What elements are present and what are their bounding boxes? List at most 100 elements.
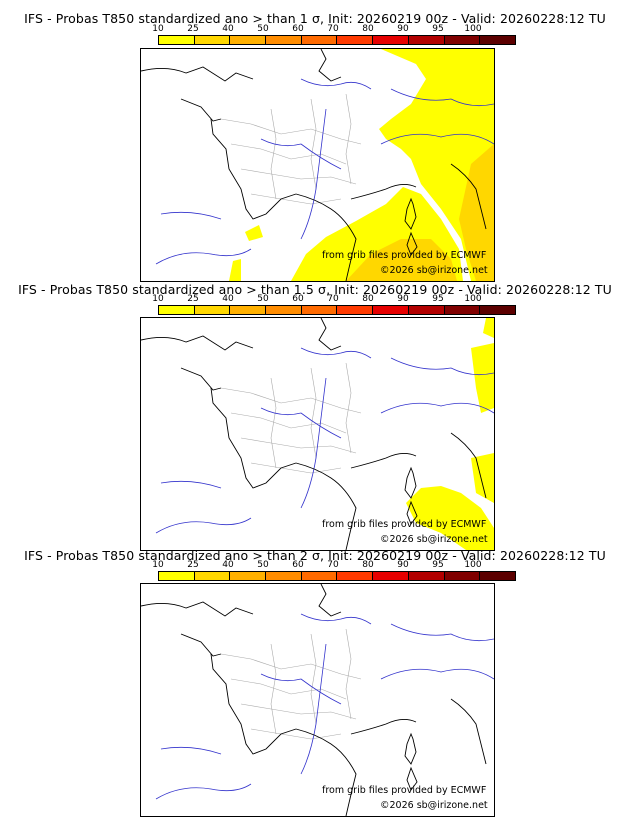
colorbar-bin — [230, 36, 267, 44]
colorbar-bin — [266, 36, 302, 44]
colorbar-bin — [408, 572, 445, 580]
admin-borders — [220, 362, 362, 474]
colorbar-bin — [301, 306, 338, 314]
colorbar-label: 50 — [257, 24, 269, 34]
prob-area-balearic — [245, 225, 263, 241]
colorbar-bin — [337, 306, 374, 314]
probability-fill — [229, 49, 494, 281]
map-panel-1: IFS - Probas T850 standardized ano > tha… — [0, 0, 630, 282]
colorbar-label: 25 — [187, 560, 199, 570]
panel-title: IFS - Probas T850 standardized ano > tha… — [24, 11, 606, 26]
colorbar-bin — [480, 572, 515, 580]
colorbar-label: 50 — [257, 560, 269, 570]
colorbar-labels: 10 25 40 50 60 70 80 90 95 100 — [143, 294, 509, 304]
colorbar-bin — [194, 36, 231, 44]
colorbar-bin — [194, 572, 231, 580]
coastlines — [141, 318, 487, 550]
probability-map — [141, 318, 494, 550]
colorbar-bin — [373, 572, 409, 580]
admin-borders — [220, 93, 362, 205]
colorbar-bin — [480, 306, 515, 314]
colorbar-label: 25 — [187, 294, 199, 304]
map-panel-3: IFS - Probas T850 standardized ano > tha… — [0, 548, 630, 828]
colorbar-bin — [159, 572, 195, 580]
coastlines — [141, 49, 487, 281]
map-frame: from grib files provided by ECMWF ©2026 … — [140, 48, 495, 282]
map-frame: from grib files provided by ECMWF ©2026 … — [140, 317, 495, 551]
probability-fill — [406, 318, 494, 550]
prob-area-spain-small — [229, 259, 241, 281]
colorbar-bin — [230, 306, 267, 314]
colorbar-label: 90 — [397, 560, 409, 570]
colorbar-label: 70 — [327, 560, 339, 570]
colorbar-label: 60 — [292, 294, 304, 304]
colorbar-label: 40 — [222, 294, 234, 304]
rivers — [155, 347, 494, 534]
rivers — [155, 613, 494, 800]
colorbar-bin — [408, 306, 445, 314]
colorbar-bin — [159, 36, 195, 44]
panel-title: IFS - Probas T850 standardized ano > tha… — [18, 282, 612, 297]
grib-credit: from grib files provided by ECMWF — [322, 519, 487, 530]
probability-map — [141, 49, 494, 281]
colorbar-bin — [266, 306, 302, 314]
prob-area-east-small — [483, 318, 494, 338]
grib-credit: from grib files provided by ECMWF — [322, 250, 487, 261]
colorbar-label: 100 — [464, 560, 482, 570]
colorbar-label: 90 — [397, 24, 409, 34]
colorbar-bin — [301, 36, 338, 44]
colorbar-bin — [373, 36, 409, 44]
colorbar-labels: 10 25 40 50 60 70 80 90 95 100 — [143, 24, 509, 34]
admin-borders — [220, 628, 362, 740]
prob-area-med-inner — [346, 239, 457, 281]
colorbar-label: 40 — [222, 560, 234, 570]
grib-credit: from grib files provided by ECMWF — [322, 785, 487, 796]
colorbar-bin — [444, 572, 481, 580]
colorbar-bin — [194, 306, 231, 314]
copyright-credit: ©2026 sb@irizone.net — [380, 265, 488, 276]
colorbar-label: 70 — [327, 294, 339, 304]
colorbar-bin — [337, 36, 374, 44]
colorbar-bin — [444, 36, 481, 44]
colorbar — [158, 305, 516, 315]
colorbar-label: 80 — [362, 294, 374, 304]
colorbar-bin — [159, 306, 195, 314]
colorbar-label: 10 — [152, 294, 164, 304]
colorbar-labels: 10 25 40 50 60 70 80 90 95 100 — [143, 560, 509, 570]
colorbar-label: 10 — [152, 24, 164, 34]
colorbar-label: 95 — [432, 24, 444, 34]
colorbar-bin — [301, 572, 338, 580]
rivers — [155, 78, 494, 265]
copyright-credit: ©2026 sb@irizone.net — [380, 534, 488, 545]
colorbar-label: 80 — [362, 560, 374, 570]
colorbar-label: 95 — [432, 294, 444, 304]
coastlines — [141, 584, 487, 816]
colorbar-label: 100 — [464, 24, 482, 34]
copyright-credit: ©2026 sb@irizone.net — [380, 800, 488, 811]
map-panel-2: IFS - Probas T850 standardized ano > tha… — [0, 276, 630, 552]
colorbar-label: 95 — [432, 560, 444, 570]
colorbar-label: 100 — [464, 294, 482, 304]
panel-title: IFS - Probas T850 standardized ano > tha… — [24, 548, 606, 563]
colorbar-label: 90 — [397, 294, 409, 304]
colorbar-bin — [230, 572, 267, 580]
map-frame: from grib files provided by ECMWF ©2026 … — [140, 583, 495, 817]
colorbar — [158, 571, 516, 581]
colorbar-label: 60 — [292, 24, 304, 34]
colorbar-label: 25 — [187, 24, 199, 34]
colorbar-bin — [266, 572, 302, 580]
colorbar-label: 40 — [222, 24, 234, 34]
colorbar-bin — [373, 306, 409, 314]
colorbar-bin — [337, 572, 374, 580]
colorbar-bin — [480, 36, 515, 44]
probability-map — [141, 584, 494, 816]
prob-area-med — [406, 486, 494, 550]
colorbar — [158, 35, 516, 45]
colorbar-bin — [444, 306, 481, 314]
colorbar-bin — [408, 36, 445, 44]
colorbar-label: 60 — [292, 560, 304, 570]
colorbar-label: 70 — [327, 24, 339, 34]
colorbar-label: 80 — [362, 24, 374, 34]
prob-area-east — [471, 343, 494, 413]
colorbar-label: 10 — [152, 560, 164, 570]
